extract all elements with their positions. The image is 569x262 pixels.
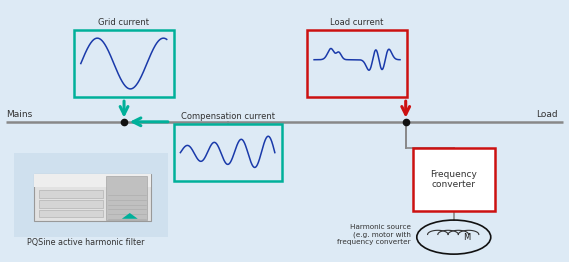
Bar (39, 200, 103, 208)
Bar (413, 148, 495, 211)
Text: M: M (463, 233, 471, 242)
Bar (174, 124, 282, 181)
Text: Harmonic source
(e.g. motor with
frequency converter: Harmonic source (e.g. motor with frequen… (337, 224, 411, 245)
Bar (74, 30, 174, 97)
Bar (39, 210, 103, 217)
Text: Grid current: Grid current (98, 18, 149, 27)
Bar (307, 30, 407, 97)
Text: PQSine active harmonic filter: PQSine active harmonic filter (27, 238, 144, 247)
Text: Load: Load (536, 110, 558, 119)
Bar (34, 174, 151, 221)
Text: Frequency
converter: Frequency converter (430, 170, 477, 189)
Bar (34, 174, 151, 187)
Text: Compensation current: Compensation current (180, 112, 275, 121)
Text: Mains: Mains (6, 110, 32, 119)
Bar (14, 153, 168, 237)
Bar (39, 190, 103, 198)
Text: Load current: Load current (331, 18, 384, 27)
Bar (106, 176, 147, 220)
Polygon shape (122, 213, 138, 219)
